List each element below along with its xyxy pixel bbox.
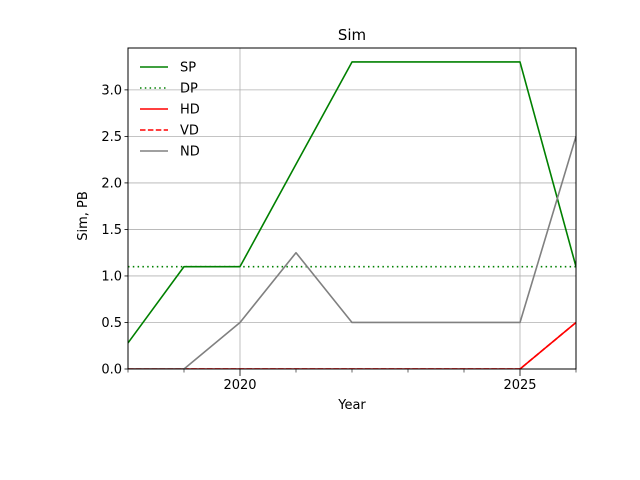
x-tick-label: 2025	[503, 378, 536, 393]
y-tick-label: 1.5	[101, 223, 122, 238]
y-tick-label: 1.0	[101, 269, 122, 284]
y-axis-title: Sim, PB	[76, 191, 91, 241]
series-line-nd	[128, 136, 576, 369]
y-axis-ticks: 0.0 0.5 1.0 1.5 2.0 2.5 3.0	[101, 83, 128, 378]
legend-label-vd: VD	[180, 124, 199, 139]
chart-title: Sim	[338, 26, 366, 44]
legend-label-dp: DP	[180, 82, 198, 97]
legend-label-hd: HD	[180, 103, 200, 118]
y-tick-label: 2.5	[101, 130, 122, 145]
y-tick-label: 0.0	[101, 363, 122, 378]
series-line-sp	[128, 61, 576, 344]
series-lines	[128, 61, 576, 369]
x-axis-ticks: 2020 2025	[127, 369, 577, 393]
y-tick-label: 2.0	[101, 176, 122, 191]
x-axis-title: Year	[337, 398, 366, 413]
legend: SP DP HD VD ND	[140, 61, 200, 160]
legend-label-sp: SP	[180, 61, 196, 76]
y-tick-label: 3.0	[101, 83, 122, 98]
x-tick-label: 2020	[223, 378, 256, 393]
legend-label-nd: ND	[180, 145, 200, 160]
y-tick-label: 0.5	[101, 316, 122, 331]
